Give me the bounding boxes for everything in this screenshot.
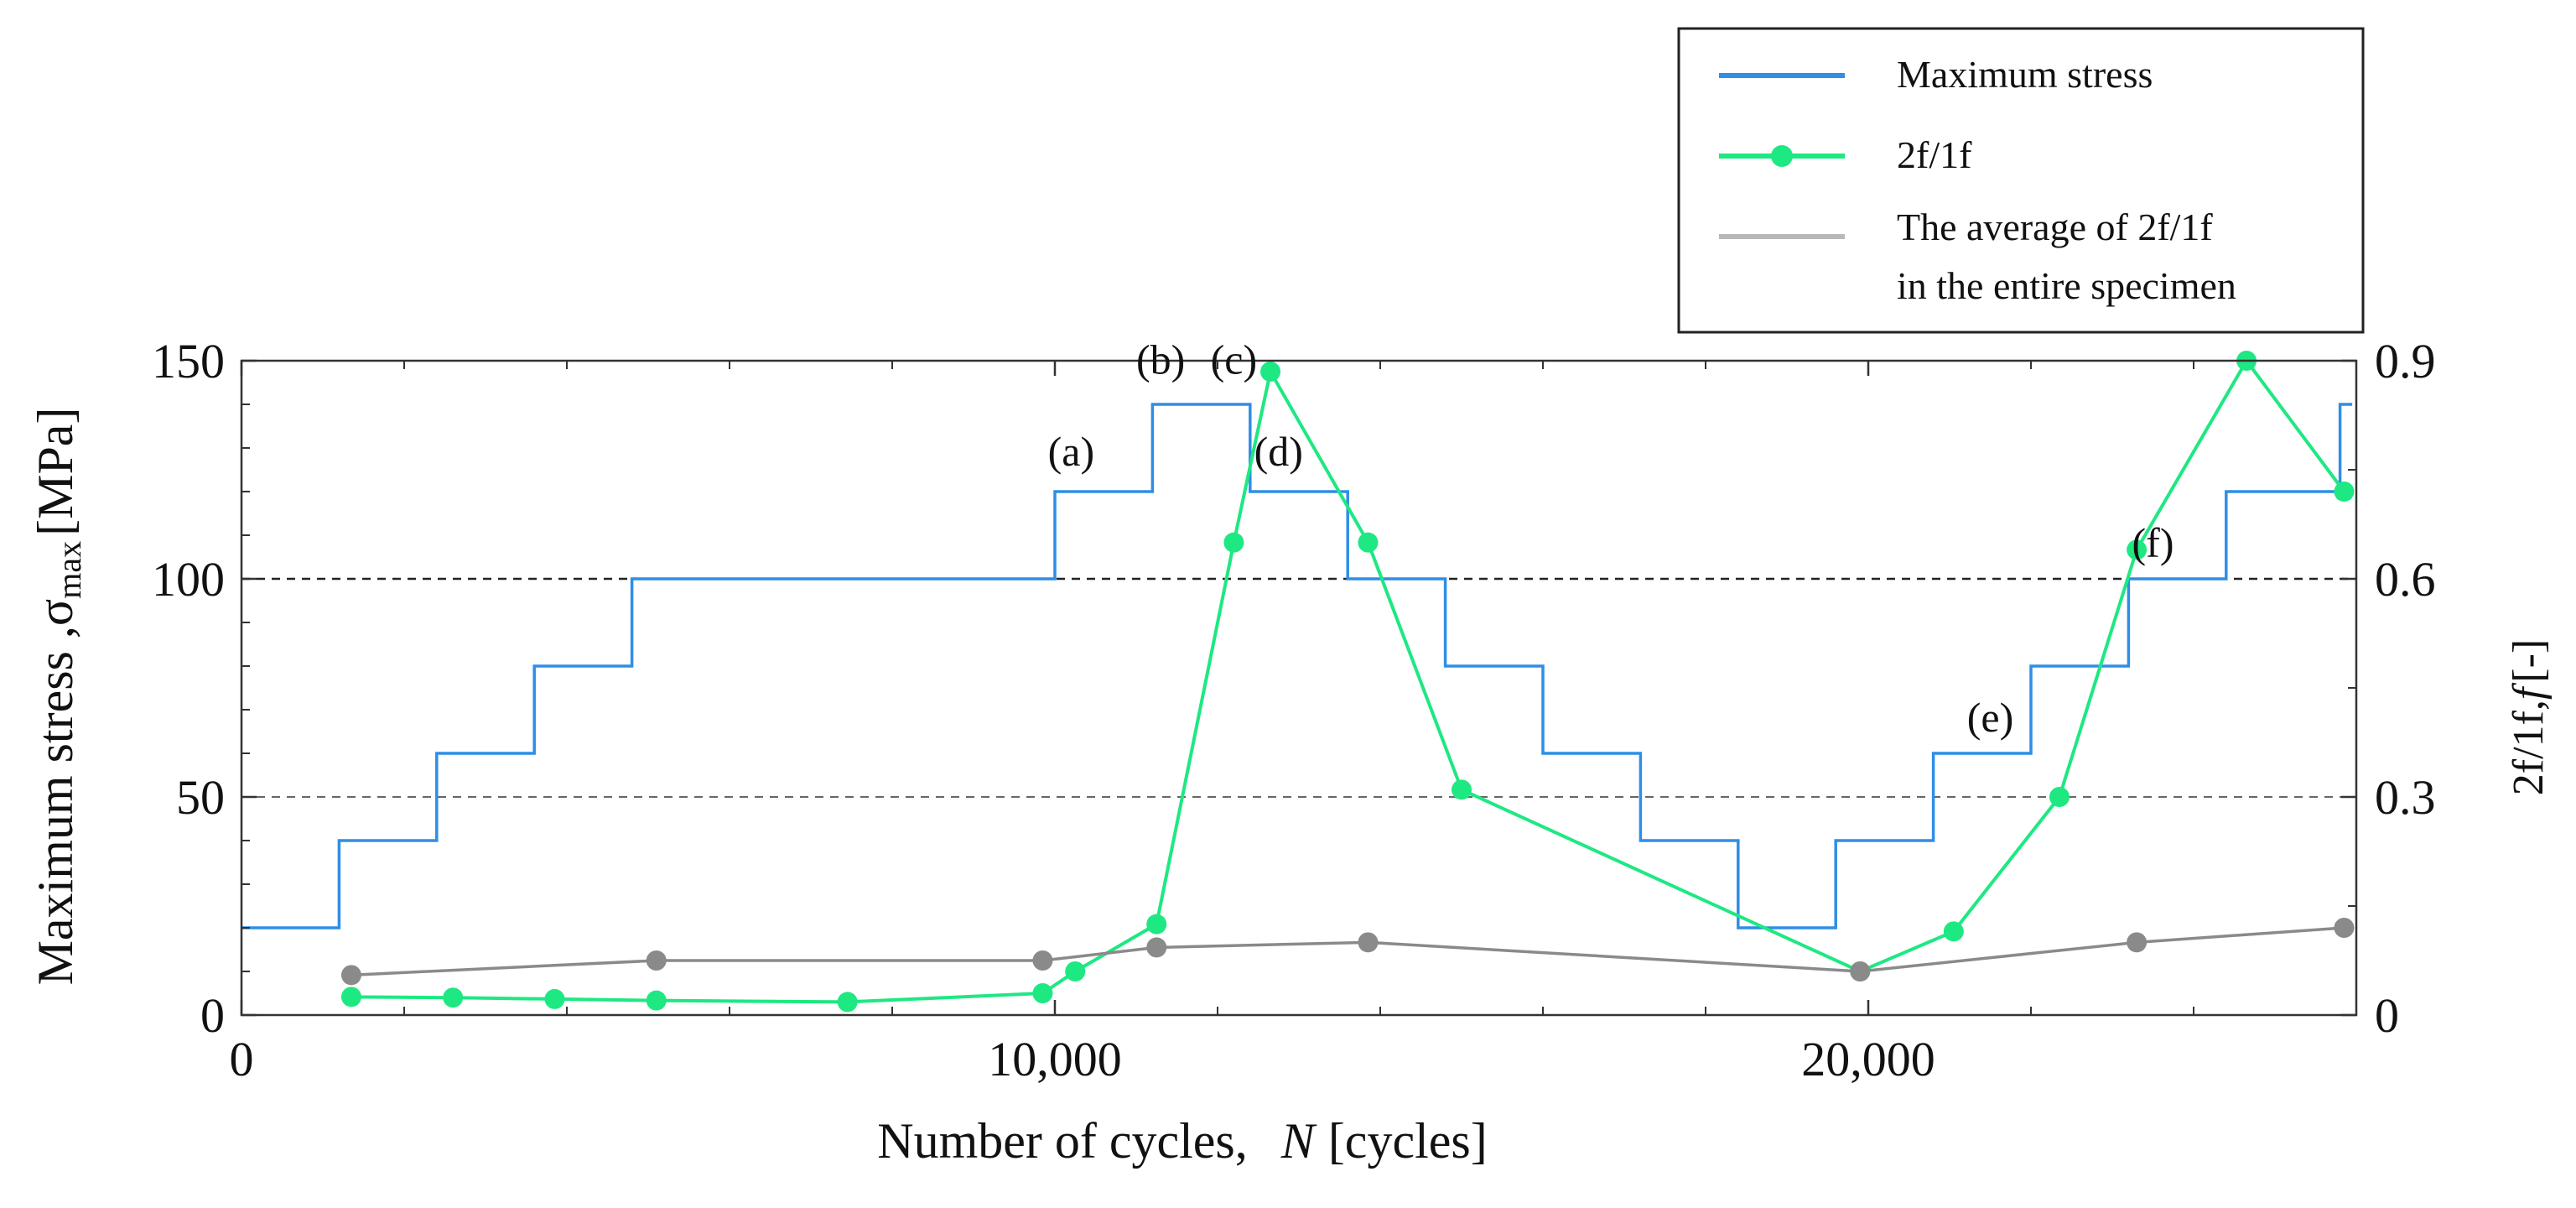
y-right-tick-label: 0.6 bbox=[2375, 552, 2436, 607]
reference-lines bbox=[242, 577, 2356, 798]
legend-box bbox=[1677, 27, 2365, 334]
point-average bbox=[1146, 937, 1167, 958]
point-2f1f bbox=[1943, 921, 1964, 942]
point-2f1f bbox=[2049, 787, 2070, 807]
point-2f1f bbox=[443, 987, 464, 1008]
point-2f1f bbox=[1358, 532, 1379, 553]
x-axis-title: Number of cycles, N [cycles] bbox=[877, 1113, 1487, 1169]
point-2f1f bbox=[2334, 482, 2355, 502]
point-average bbox=[646, 950, 667, 971]
point-average bbox=[340, 965, 361, 986]
legend-label-max-stress: Maximum stress bbox=[1897, 53, 2153, 96]
point-average bbox=[2127, 932, 2148, 953]
point-2f1f bbox=[837, 992, 858, 1013]
point-2f1f bbox=[1065, 961, 1086, 982]
y-left-tick-label: 150 bbox=[152, 334, 225, 388]
series-1 bbox=[340, 351, 2355, 1013]
point-2f1f bbox=[544, 988, 565, 1009]
legend-label-average-line2: in the entire specimen bbox=[1897, 264, 2236, 307]
y-left-tick-label: 50 bbox=[176, 770, 225, 825]
point-2f1f bbox=[646, 990, 667, 1011]
y-left-tick-label: 0 bbox=[200, 988, 225, 1043]
point-average bbox=[2334, 918, 2355, 938]
legend-marker-2f1f bbox=[1771, 145, 1793, 167]
series-layer bbox=[242, 351, 2355, 1013]
point-average bbox=[1032, 950, 1053, 971]
annotation-label: (a) bbox=[1048, 428, 1095, 475]
annotations: (a) (b) (c) (d) (e) (f) bbox=[1048, 336, 2174, 741]
series-line-max-stress bbox=[242, 403, 2353, 929]
series-2 bbox=[340, 918, 2355, 986]
y-right-tick-label: 0 bbox=[2375, 988, 2399, 1043]
annotation-label: (c) bbox=[1211, 336, 1258, 383]
y-axis-left-title: Maximum stress ,σmax[MPa] bbox=[28, 408, 88, 986]
point-2f1f bbox=[2127, 539, 2148, 560]
ticks: 0 10,000 20,000 0 50 100 150 0 0.3 0.6 0.9 bbox=[152, 334, 2436, 1086]
y-right-tick-label: 0.3 bbox=[2375, 770, 2436, 825]
annotation-label: (f) bbox=[2132, 519, 2174, 566]
point-average bbox=[1358, 932, 1379, 953]
y-left-tick-label: 100 bbox=[152, 552, 225, 607]
x-tick-label: 10,000 bbox=[988, 1032, 1122, 1086]
annotation-label: (b) bbox=[1136, 336, 1185, 383]
series-line-average bbox=[351, 926, 2345, 977]
legend-label-2f1f: 2f/1f bbox=[1897, 133, 1972, 176]
point-2f1f bbox=[340, 987, 361, 1008]
point-2f1f bbox=[1146, 914, 1167, 935]
legend-label-average-line1: The average of 2f/1f bbox=[1897, 206, 2213, 248]
series-line-2f1f bbox=[351, 357, 2346, 1004]
point-2f1f bbox=[1452, 779, 1472, 800]
annotation-label: (d) bbox=[1254, 428, 1303, 475]
point-average bbox=[1850, 961, 1871, 982]
annotation-label: (e) bbox=[1967, 694, 2014, 741]
legend: Maximum stress 2f/1f The average of 2f/1… bbox=[1677, 27, 2365, 334]
point-2f1f bbox=[1260, 362, 1281, 382]
y-right-tick-label: 0.9 bbox=[2375, 334, 2436, 388]
point-2f1f bbox=[1032, 983, 1053, 1003]
x-tick-label: 20,000 bbox=[1801, 1032, 1935, 1086]
x-tick-label: 0 bbox=[230, 1032, 254, 1086]
y-axis-right-title: 2f/1f,f[-] bbox=[2505, 639, 2553, 796]
series-0 bbox=[242, 403, 2353, 929]
point-2f1f bbox=[1223, 532, 1244, 553]
